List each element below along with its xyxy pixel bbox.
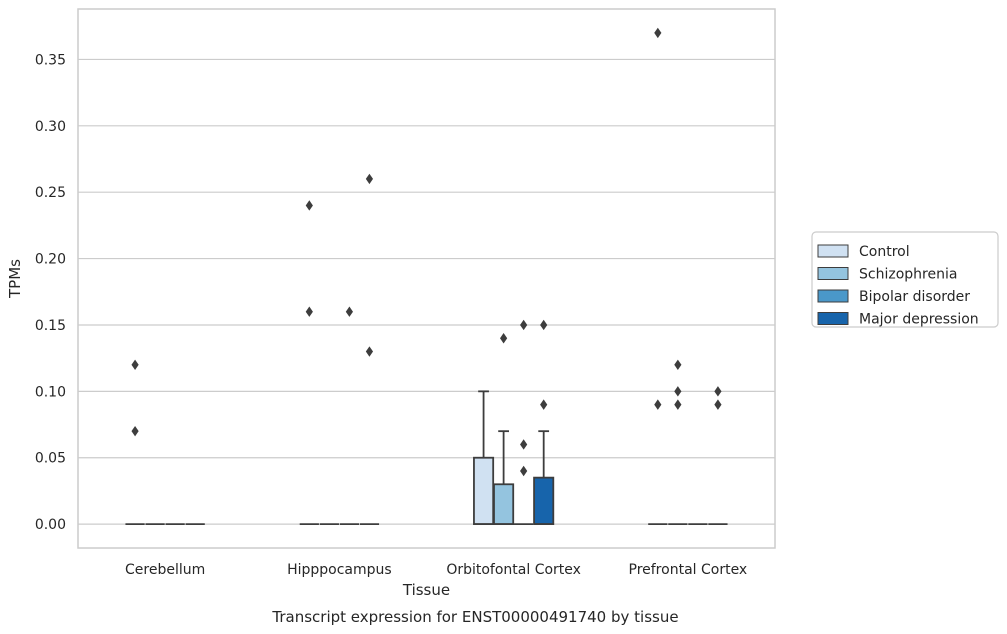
chart-caption: Transcript expression for ENST0000049174… [271,608,678,626]
x-tick-label: Hipppocampus [287,562,392,578]
outlier-point [305,200,313,211]
outlier-point [654,399,662,410]
y-tick-label: 0.20 [35,252,66,268]
x-axis-title: Tissue [402,581,450,599]
y-tick-label: 0.00 [35,517,66,533]
outlier-point [540,319,548,331]
outlier-point [365,346,374,357]
box-schizophrenia [493,430,515,526]
y-tick-label: 0.35 [35,52,66,68]
legend-label: Control [859,244,910,260]
outlier-point [520,319,528,331]
outlier-point [345,306,353,317]
outlier-point [714,399,722,410]
legend-swatch [817,312,849,325]
box-body [493,483,515,526]
outlier-point [674,399,682,410]
y-tick-label: 0.15 [35,318,66,334]
legend-label: Bipolar disorder [859,289,970,305]
x-axis-ticks: Cerebellum Hipppocampus Orbitofontal Corte… [125,562,747,578]
box-major-depression [533,430,555,526]
y-axis-title: TPMs [6,259,24,299]
legend-swatch [817,244,849,258]
box-body [533,476,555,526]
legend-label: Schizophrenia [859,267,957,283]
legend: Control Schizophrenia Bipolar disorder Majo… [811,231,999,328]
outlier-point [674,386,682,397]
legend-swatch [817,289,849,303]
outlier-point [305,306,313,317]
x-tick-label: Prefrontal Cortex [629,562,748,578]
outlier-point [500,333,508,344]
box-control [473,390,495,526]
outlier-point [365,173,374,185]
outlier-point [714,386,722,397]
y-axis-ticks: 0.00 0.05 0.10 0.15 0.20 0.25 0.30 0.35 [35,52,66,533]
legend-label: Major depression [859,312,979,328]
gridlines [78,58,775,525]
outlier-point [520,465,528,477]
legend-frame [811,231,999,328]
box-body [473,456,495,526]
outlier-point [674,359,682,370]
outlier-point [654,27,662,39]
y-tick-label: 0.10 [35,384,66,400]
plot-frame [77,8,776,549]
y-tick-label: 0.25 [35,185,66,201]
legend-swatch [817,267,849,280]
y-tick-label: 0.05 [35,451,66,467]
x-tick-label: Orbitofontal Cortex [446,562,581,578]
outlier-point [131,359,139,370]
y-tick-label: 0.30 [35,119,66,135]
outliers [131,27,722,477]
outlier-point [540,399,548,410]
outlier-point [520,439,528,450]
x-tick-label: Cerebellum [125,562,205,578]
outlier-point [131,425,139,437]
boxes [125,390,728,526]
